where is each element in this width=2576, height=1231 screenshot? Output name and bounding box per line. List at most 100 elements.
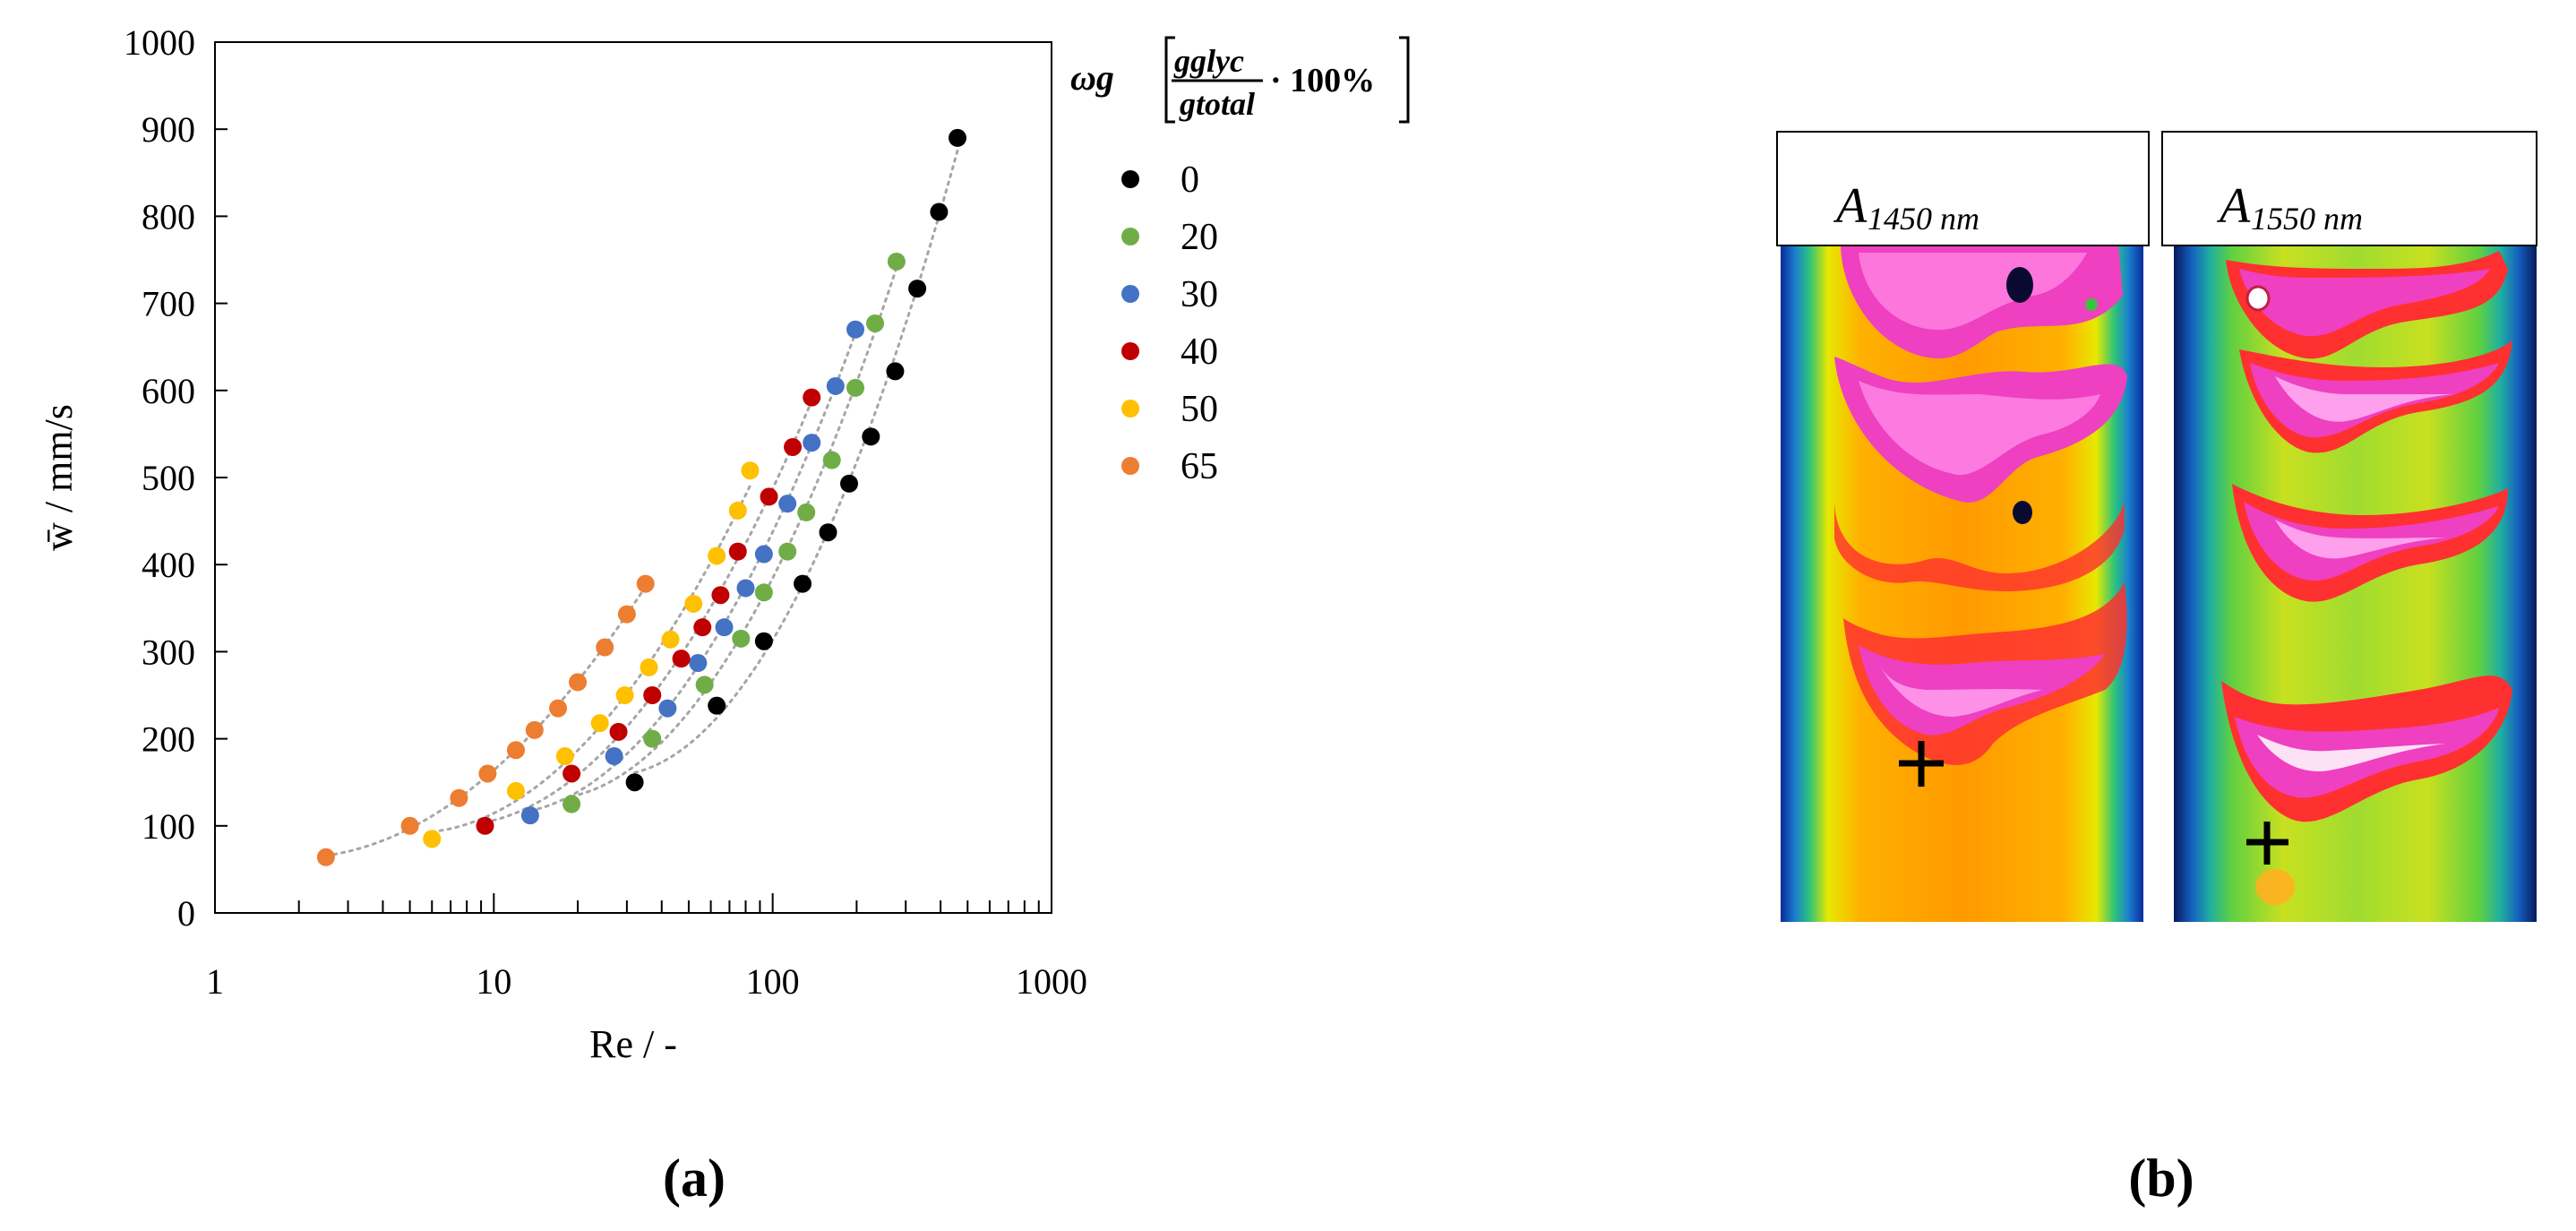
data-point-65 <box>569 673 588 692</box>
marker-cross-1550 <box>2246 822 2288 865</box>
x-tick-label: 100 <box>746 961 800 1002</box>
data-point-65 <box>617 605 636 624</box>
y-tick-label: 0 <box>177 893 195 934</box>
data-point-30 <box>778 495 797 513</box>
data-point-40 <box>562 764 581 783</box>
nir-image-1450-header <box>1776 131 2150 246</box>
nir-image-1450-bands <box>1834 244 2127 765</box>
data-point-30 <box>736 579 755 598</box>
y-tick-label: 300 <box>142 632 195 672</box>
legend-marker-40 <box>1121 342 1139 360</box>
data-point-40 <box>672 650 691 668</box>
data-point-20 <box>822 451 841 469</box>
trend-curve-30 <box>528 331 857 813</box>
trend-curves <box>324 149 959 857</box>
legend-label-65: 65 <box>1181 446 1218 487</box>
y-axis-label: w̄ / mm/s <box>37 404 81 551</box>
legend-label-20: 20 <box>1181 217 1218 258</box>
legend-entries: 0 20 30 40 50 65 <box>1121 159 1218 487</box>
data-point-65 <box>316 848 335 866</box>
panel-b-label: (b) <box>2128 1149 2194 1208</box>
legend-title-denominator: gtotal <box>1179 86 1255 122</box>
data-point-0 <box>949 128 967 147</box>
y-tick-label: 600 <box>142 371 195 411</box>
nir-image-1450: A 1450 nm <box>1776 131 2150 922</box>
data-points <box>316 128 967 866</box>
legend: ωg gglyc gtotal · 100% 0 20 30 40 50 65 <box>1070 36 1410 487</box>
data-point-50 <box>506 781 525 800</box>
data-point-30 <box>658 699 677 718</box>
y-tick-label: 900 <box>142 109 195 150</box>
legend-marker-30 <box>1121 285 1139 303</box>
legend-title-numerator: gglyc <box>1173 43 1244 79</box>
y-tick-label: 700 <box>142 284 195 324</box>
data-point-50 <box>684 594 703 613</box>
data-point-20 <box>797 503 816 521</box>
data-point-50 <box>640 658 658 676</box>
nir-image-1450-subscript: 1450 nm <box>1868 201 1979 237</box>
data-point-30 <box>803 434 821 452</box>
data-point-50 <box>728 501 747 520</box>
x-axis-ticks: 1 10 100 1000 <box>206 893 1087 1002</box>
legend-marker-0 <box>1121 170 1139 188</box>
data-point-20 <box>754 583 773 602</box>
data-point-0 <box>886 362 905 381</box>
nir-image-1450-title: A <box>1833 178 1868 234</box>
legend-label-50: 50 <box>1181 389 1218 430</box>
data-point-20 <box>732 629 751 648</box>
data-point-20 <box>846 378 865 397</box>
y-tick-label: 200 <box>142 719 195 760</box>
data-point-50 <box>590 714 609 733</box>
y-axis-ticks: 0 100 200 300 400 500 600 700 800 900 1000 <box>124 22 228 934</box>
legend-label-0: 0 <box>1181 159 1199 201</box>
data-point-40 <box>760 487 778 506</box>
data-point-20 <box>643 729 662 748</box>
data-point-50 <box>741 461 760 480</box>
y-tick-label: 100 <box>142 806 195 847</box>
data-point-50 <box>615 686 634 704</box>
panel-a-label: (a) <box>663 1149 726 1208</box>
data-point-65 <box>400 816 419 835</box>
data-point-0 <box>819 523 837 542</box>
nir-image-1550-bands <box>2221 251 2512 905</box>
data-point-30 <box>520 806 539 825</box>
data-point-0 <box>625 773 644 792</box>
legend-marker-65 <box>1121 457 1139 475</box>
nir-image-1550-header <box>2161 131 2537 246</box>
legend-title-suffix: · 100% <box>1270 62 1375 99</box>
data-point-0 <box>754 632 773 650</box>
data-point-0 <box>930 202 949 221</box>
data-point-40 <box>693 618 712 637</box>
data-point-30 <box>826 376 845 395</box>
data-point-65 <box>549 699 568 718</box>
data-point-40 <box>803 388 821 407</box>
data-point-0 <box>708 696 726 715</box>
y-tick-label: 400 <box>142 545 195 585</box>
data-point-40 <box>643 686 662 704</box>
legend-label-40: 40 <box>1181 331 1218 373</box>
data-point-20 <box>866 314 885 332</box>
x-tick-label: 1 <box>206 961 224 1002</box>
data-point-30 <box>846 320 865 339</box>
data-point-40 <box>728 542 747 561</box>
legend-bracket-left <box>1164 36 1175 124</box>
data-point-0 <box>862 427 880 446</box>
data-point-20 <box>778 542 797 561</box>
data-point-65 <box>636 574 655 593</box>
legend-label-30: 30 <box>1181 274 1218 315</box>
trend-curve-0 <box>633 149 959 774</box>
y-tick-label: 500 <box>142 458 195 498</box>
nir-image-1550-subscript: 1550 nm <box>2251 201 2363 237</box>
x-tick-label: 10 <box>476 961 511 1002</box>
data-point-65 <box>478 764 497 783</box>
data-point-50 <box>661 630 680 649</box>
trend-curve-20 <box>570 266 898 798</box>
legend-marker-50 <box>1121 400 1139 418</box>
data-point-20 <box>695 676 714 694</box>
marker-cross-1450 <box>1899 741 1944 787</box>
data-point-30 <box>689 654 708 673</box>
data-point-40 <box>609 722 628 741</box>
data-point-0 <box>794 574 812 593</box>
data-point-30 <box>605 747 623 766</box>
